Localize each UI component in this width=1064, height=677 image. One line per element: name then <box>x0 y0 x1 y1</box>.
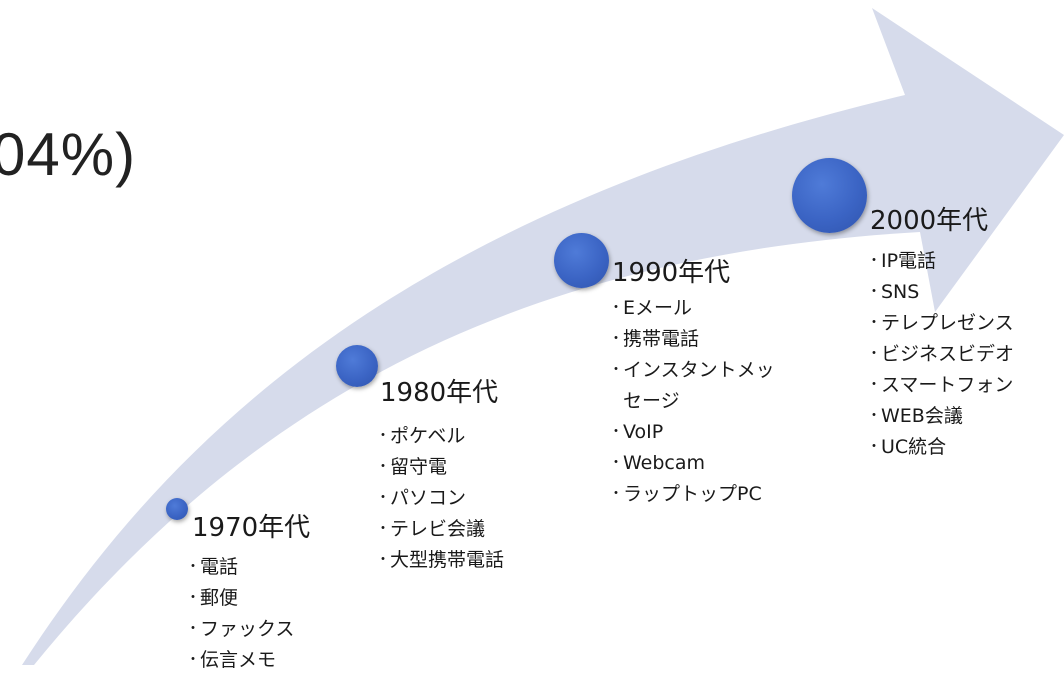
list-item: 郵便 <box>186 584 294 615</box>
list-item: インスタントメッ <box>609 356 775 387</box>
era-marker-dot <box>792 158 867 233</box>
era-label-1980s: 1980年代 <box>380 378 499 408</box>
list-item-continuation: セージ <box>609 387 775 418</box>
era-label-1970s: 1970年代 <box>192 513 311 543</box>
list-item: SNS <box>867 278 1014 309</box>
list-item: 伝言メモ <box>186 646 294 677</box>
list-item: 携帯電話 <box>609 325 775 356</box>
era-items-2000s: IP電話 SNS テレプレゼンス ビジネスビデオ スマートフォン WEB会議 U… <box>867 247 1014 464</box>
era-marker-dot <box>554 233 609 288</box>
list-item: ファックス <box>186 615 294 646</box>
page-title-fragment: 04%) <box>0 121 137 188</box>
list-item: WEB会議 <box>867 402 1014 433</box>
continued-text: セージ <box>623 390 680 412</box>
era-label-1990s: 1990年代 <box>612 258 731 288</box>
list-item: テレプレゼンス <box>867 309 1014 340</box>
era-items-1980s: ポケベル 留守電 パソコン テレビ会議 大型携帯電話 <box>376 422 504 577</box>
era-marker-dot <box>336 345 378 387</box>
era-label-2000s: 2000年代 <box>870 206 989 236</box>
list-item: スマートフォン <box>867 371 1014 402</box>
list-item: Eメール <box>609 294 775 325</box>
list-item: 大型携帯電話 <box>376 546 504 577</box>
list-item: VoIP <box>609 418 775 449</box>
list-item: ポケベル <box>376 422 504 453</box>
list-item: 留守電 <box>376 453 504 484</box>
list-item: Webcam <box>609 449 775 480</box>
list-item: IP電話 <box>867 247 1014 278</box>
list-item: UC統合 <box>867 433 1014 464</box>
era-items-1970s: 電話 郵便 ファックス 伝言メモ <box>186 553 294 677</box>
list-item: テレビ会議 <box>376 515 504 546</box>
list-item: 電話 <box>186 553 294 584</box>
era-items-1990s: Eメール 携帯電話 インスタントメッ セージ VoIP Webcam ラップトッ… <box>609 294 775 511</box>
era-marker-dot <box>166 498 188 520</box>
list-item: ラップトップPC <box>609 480 775 511</box>
list-item: パソコン <box>376 484 504 515</box>
list-item: ビジネスビデオ <box>867 340 1014 371</box>
